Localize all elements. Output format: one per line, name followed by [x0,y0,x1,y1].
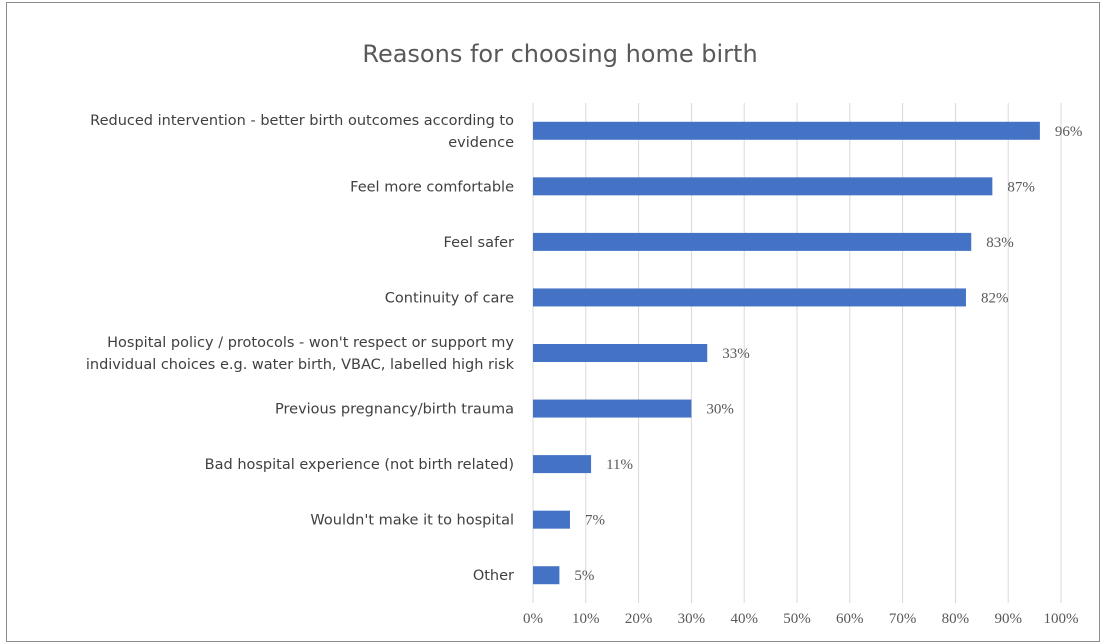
bar [533,399,692,418]
data-label: 87% [1007,179,1035,195]
data-label: 30% [706,402,734,418]
category-label: Continuity of care [385,290,514,306]
bar [533,510,570,529]
category-label-line: Continuity of care [385,290,514,306]
bar [533,121,1040,140]
category-label-line: individual choices e.g. water birth, VBA… [86,357,515,373]
x-tick-label: 100% [1044,611,1079,627]
bars [533,121,1040,585]
category-labels: Reduced intervention - better birth outc… [86,113,515,584]
x-tick-label: 70% [889,611,917,627]
x-tick-labels: 0% 10% 20% 30% 40% 50% 60% 70% 80% 90% 100% [523,611,1079,627]
category-label: Previous pregnancy/birth trauma [275,402,514,418]
category-label-line: evidence [448,135,514,151]
x-tick-label: 30% [678,611,706,627]
x-tick-label: 90% [994,611,1022,627]
category-label-line: Hospital policy / protocols - won't resp… [107,335,514,351]
category-label: Feel safer [444,235,514,251]
chart-title: Reasons for choosing home birth [362,40,757,68]
x-tick-label: 80% [942,611,970,627]
bar [533,344,708,362]
data-label: 7% [585,513,605,529]
x-tick-label: 20% [625,611,653,627]
x-tick-label: 10% [572,611,600,627]
category-label-line: Wouldn't make it to hospital [310,513,514,529]
x-tick-label: 50% [783,611,811,627]
data-label: 82% [981,290,1009,306]
x-tick-label: 40% [730,611,758,627]
chart-frame [6,2,1100,642]
category-label: Reduced intervention - better birth outc… [90,113,514,151]
data-label: 96% [1055,124,1083,140]
category-label-line: Reduced intervention - better birth outc… [90,113,514,129]
category-label-line: Feel more comfortable [350,179,514,195]
data-label: 11% [606,457,633,473]
data-label: 33% [722,346,750,362]
category-label-line: Previous pregnancy/birth trauma [275,402,514,418]
category-label-line: Other [473,568,514,584]
bar [533,455,592,474]
category-label: Feel more comfortable [350,179,514,195]
x-tick-label: 60% [836,611,864,627]
data-label: 83% [986,235,1014,251]
category-label: Hospital policy / protocols - won't resp… [86,335,515,373]
category-label-line: Feel safer [444,235,514,251]
category-label: Wouldn't make it to hospital [310,513,514,529]
x-tick-label: 0% [523,611,543,627]
data-labels: 96% 87% 83% 82% 33% 30% 11% 7% 5% [574,124,1082,584]
data-label: 5% [574,568,594,584]
category-label: Bad hospital experience (not birth relat… [205,457,514,473]
bar [533,288,966,307]
category-label: Other [473,568,514,584]
bar [533,232,972,251]
bar [533,566,560,585]
bar [533,177,993,196]
category-label-line: Bad hospital experience (not birth relat… [205,457,514,473]
